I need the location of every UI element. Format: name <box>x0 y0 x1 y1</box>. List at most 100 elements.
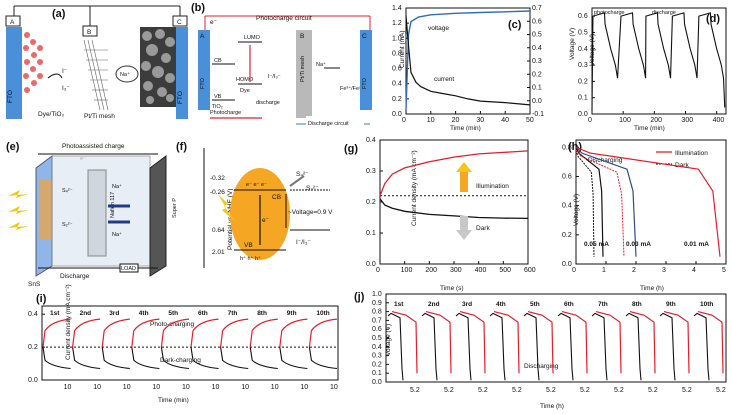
chart-g-x-tick-label: 500 <box>499 267 511 274</box>
chart-i-cycle-label: 3rd <box>109 310 119 317</box>
chart-i-x-tick-label: 10 <box>152 384 160 391</box>
chart-d: (d) Voltage (V) Time (min) photocharge d… <box>578 7 727 132</box>
electrons-text: e⁻ e⁻ e⁻ <box>246 182 267 188</box>
chart-i-photo-curve <box>131 318 160 348</box>
chart-h-xlabel: Time (h) <box>640 285 664 292</box>
s-arrow <box>289 175 305 187</box>
chart-c-y2-tick-label: 0.3 <box>532 58 542 65</box>
chart-i-photo-curve <box>160 318 190 348</box>
chart-g-x-tick-label: 400 <box>475 267 487 274</box>
chart-i-ylabel: Current density (mA cm⁻²) <box>65 284 72 360</box>
chart-j-cycle-label: 2nd <box>428 301 440 308</box>
s4-e-text: S₄²⁻ <box>62 188 73 194</box>
dark-arrow <box>460 216 468 230</box>
chart-j-photo-curve <box>595 311 622 374</box>
chart-j-dark-curve <box>557 312 574 381</box>
chart-h-y-tick-label: 0.2 <box>562 232 572 239</box>
cb-text: CB <box>214 58 222 64</box>
chart-h-x-tick-label: 4 <box>692 267 696 274</box>
chart-i-y-tick-label: 0.0 <box>28 377 38 384</box>
discharge-circuit-text: Discharge circuit <box>308 121 349 127</box>
mesh-b-text: Pt/Ti mesh <box>300 56 306 82</box>
chart-c-ylabel: Current (mA) <box>399 30 406 68</box>
chart-h-ylabel: Voltage (V) <box>573 194 580 226</box>
chart-g-xlabel: Time (s) <box>440 285 464 292</box>
chart-j-xlabel: Time (h) <box>540 403 564 410</box>
chart-d-y-tick-label: 0.2 <box>578 78 588 85</box>
chart-j-x-tick-label: 5.2 <box>512 387 522 394</box>
chart-i-dark-curve <box>249 347 278 370</box>
chart-g-x-tick-label: 600 <box>524 267 536 274</box>
holes-text: h⁺ h⁺ h⁺ <box>240 255 261 262</box>
chart-c-y-tick-label: 0.2 <box>392 96 402 103</box>
chart-i-x-tick-label: 10 <box>212 384 220 391</box>
chart-j-y-tick-label: 0.8 <box>372 309 382 316</box>
chart-i-x-tick-label: 10 <box>241 384 249 391</box>
chart-c-xlabel: Time (min) <box>450 125 481 132</box>
chart-c-y-tick-label: 1.4 <box>392 5 402 12</box>
electrode-c-letter: C <box>177 19 182 26</box>
legend-dark: Dark <box>675 162 689 169</box>
chart-j-cycle-label: 4th <box>496 301 506 308</box>
chart-i-label: (i) <box>36 293 47 305</box>
chart-i-dark-curve <box>72 347 101 370</box>
chart-j-y-tick-label: 0.4 <box>372 344 382 351</box>
chart-c-x-tick-label: 10 <box>427 117 435 124</box>
chart-i-x-tick-label: 10 <box>300 384 308 391</box>
chart-h-illum-001 <box>575 146 721 257</box>
sns-text: SnS <box>28 281 41 288</box>
chart-i-cycle-label: 2nd <box>80 310 92 317</box>
redox-b-text: I⁻/I₃⁻ <box>268 74 281 80</box>
chart-d-x-tick-label: 300 <box>681 117 693 124</box>
vb-f-text: VB <box>244 242 253 249</box>
chart-j-x-tick-label: 5.2 <box>478 387 488 394</box>
chart-i-dark-curve <box>101 347 130 370</box>
chart-h-y-tick-label: 0.4 <box>562 203 572 210</box>
superp-electrode <box>149 155 167 277</box>
chart-j-y-tick-label: 0.6 <box>372 326 382 333</box>
chart-j-cycle-label: 10th <box>700 301 713 308</box>
chart-c-current-label: current <box>434 76 454 83</box>
chart-i-cycle-label: 5th <box>168 310 178 317</box>
chart-d-x-tick-label: 400 <box>713 117 725 124</box>
chart-i-photo-curve <box>72 318 101 348</box>
chart-h-x-tick-label: 0 <box>572 267 576 274</box>
chart-c-y2-tick-label: 0.1 <box>532 85 542 92</box>
chart-g: (g) Current density (mA cm⁻²) Time (s) 0… <box>344 137 536 292</box>
dye-b-text: Dye <box>240 88 250 94</box>
chart-i-photo: Photo-charging <box>150 321 194 328</box>
chart-c-label: (c) <box>508 19 522 31</box>
chart-c-x-tick-label: 30 <box>476 117 484 124</box>
photocharge-text: Photocharge <box>210 110 241 116</box>
b-letter-b: B <box>300 33 304 40</box>
chart-i-dark-curve <box>190 347 219 370</box>
chart-j-y-tick-label: 0.0 <box>372 379 382 386</box>
chart-i-photo-curve <box>308 318 338 348</box>
pt-ti-mesh <box>83 39 109 111</box>
chart-j-cycle-label: 6th <box>564 301 574 308</box>
mesh-text: Pt/Ti mesh <box>84 113 115 120</box>
chart-g-y-tick-label: 0.1 <box>366 230 376 237</box>
fto-b-right <box>360 30 372 110</box>
chart-h-y-tick-label: 0.6 <box>562 173 572 180</box>
chart-j-photo-curve <box>425 311 452 374</box>
chart-j-photo-curve <box>459 311 486 374</box>
chart-g-x-tick-label: 200 <box>425 267 437 274</box>
na-e-text-1: Na⁺ <box>112 183 122 190</box>
chart-i-xlabel: Time (min) <box>158 397 189 404</box>
photocharge-circuit-text: Photocharge circuit <box>256 15 312 22</box>
chart-g-y-tick-label: 0.3 <box>366 168 376 175</box>
chart-i-frame <box>41 305 339 381</box>
chart-c-y-tick-label: 1.0 <box>392 35 402 42</box>
chart-d-label: (d) <box>706 13 720 25</box>
na-text: Na⁺ <box>120 71 130 78</box>
chart-j-cycle-label: 7th <box>598 301 608 308</box>
chart-j-dark-curve <box>523 312 540 381</box>
fto-electrode-left <box>6 27 22 119</box>
chart-c-y-tick-label: 0.0 <box>392 111 402 118</box>
electrode-c-tag <box>172 15 188 27</box>
fe-text: Fe³⁺/Fe²⁺ <box>340 85 364 92</box>
chart-i-x-tick-label: 10 <box>271 384 279 391</box>
chart-d-photocharge: photocharge <box>594 10 625 16</box>
